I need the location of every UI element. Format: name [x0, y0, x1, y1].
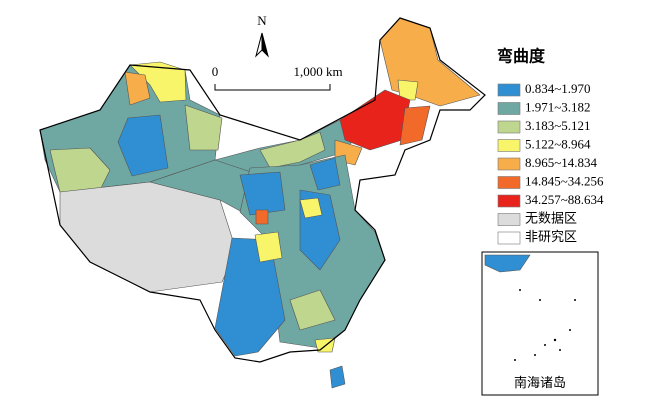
legend-label: 非研究区 — [525, 229, 577, 244]
no-data-area — [59, 181, 237, 293]
region — [129, 61, 187, 103]
north-arrow — [255, 32, 263, 58]
legend-label: 0.834~1.970 — [525, 81, 591, 96]
legend-label: 14.845~34.256 — [525, 173, 604, 188]
legend-label: 3.183~5.121 — [525, 118, 591, 133]
inset-label: 南海诸岛 — [514, 375, 566, 390]
scale-bar — [214, 84, 331, 91]
legend-label: 8.965~14.834 — [525, 155, 598, 170]
scale-label: 1,000 km — [293, 64, 342, 79]
region — [299, 197, 323, 219]
map-regions — [39, 17, 486, 389]
region — [254, 231, 283, 263]
north-label: N — [257, 13, 267, 28]
region — [309, 157, 341, 191]
legend-swatch — [497, 120, 521, 134]
country-outline — [39, 17, 486, 363]
scale-label: 0 — [212, 64, 219, 79]
legend-swatch — [497, 102, 521, 115]
region — [117, 114, 169, 177]
legend-swatch — [497, 213, 521, 226]
region — [289, 289, 336, 331]
legend-label: 无数据区 — [525, 210, 577, 225]
legend-label: 1.971~3.182 — [525, 99, 591, 114]
islands — [514, 289, 576, 361]
legend: 弯曲度 0.834~1.970 1.971~3.182 3.183~5.121 5.1… — [497, 47, 604, 245]
legend-label: 5.122~8.964 — [525, 136, 591, 151]
region — [239, 171, 286, 216]
region — [397, 79, 419, 101]
legend-label: 34.257~88.634 — [525, 192, 604, 207]
inset-frame — [481, 251, 599, 396]
region — [399, 105, 431, 146]
legend-swatch — [497, 194, 521, 208]
legend-swatch — [497, 139, 521, 152]
legend-swatch — [497, 176, 521, 189]
region — [49, 147, 111, 193]
inset-region — [484, 254, 531, 273]
region — [184, 104, 223, 151]
legend-swatch — [497, 83, 521, 97]
legend-swatch — [497, 157, 521, 171]
region — [255, 209, 269, 225]
legend-title: 弯曲度 — [497, 47, 546, 66]
north-arrow — [261, 32, 269, 58]
region — [124, 71, 151, 106]
region — [329, 365, 346, 389]
legend-swatch — [497, 231, 521, 245]
